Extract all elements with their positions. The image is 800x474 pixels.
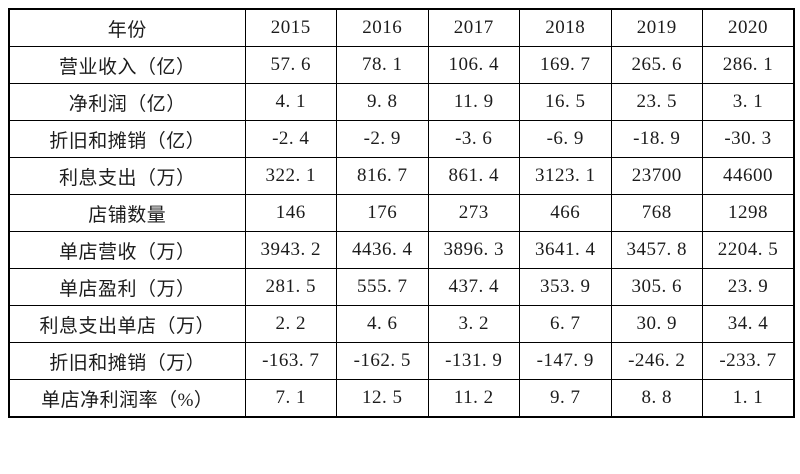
- value-cell: 3943. 2: [244, 231, 337, 269]
- value-cell: 176: [336, 194, 429, 232]
- value-cell: 34. 4: [702, 305, 795, 343]
- header-year-cell: 2016: [336, 8, 429, 47]
- table-row: 利息支出单店（万） 2. 2 4. 6 3. 2 6. 7 30. 9 34. 4: [8, 305, 795, 343]
- value-cell: 11. 2: [427, 379, 520, 418]
- value-cell: 8. 8: [610, 379, 703, 418]
- value-cell: 7. 1: [244, 379, 337, 418]
- value-cell: 281. 5: [244, 268, 337, 306]
- value-cell: -6. 9: [519, 120, 612, 158]
- value-cell: -163. 7: [244, 342, 337, 380]
- value-cell: 44600: [702, 157, 795, 195]
- value-cell: 30. 9: [610, 305, 703, 343]
- value-cell: 16. 5: [519, 83, 612, 121]
- value-cell: 169. 7: [519, 46, 612, 84]
- value-cell: -3. 6: [427, 120, 520, 158]
- value-cell: 3457. 8: [610, 231, 703, 269]
- value-cell: 768: [610, 194, 703, 232]
- value-cell: 4436. 4: [336, 231, 429, 269]
- row-label: 店铺数量: [8, 194, 246, 232]
- row-label: 营业收入（亿）: [8, 46, 246, 84]
- row-label: 单店营收（万）: [8, 231, 246, 269]
- value-cell: 9. 7: [519, 379, 612, 418]
- header-year-cell: 2020: [702, 8, 795, 47]
- table-row: 店铺数量 146 176 273 466 768 1298: [8, 194, 795, 232]
- value-cell: 437. 4: [427, 268, 520, 306]
- value-cell: 9. 8: [336, 83, 429, 121]
- value-cell: -162. 5: [336, 342, 429, 380]
- value-cell: -30. 3: [702, 120, 795, 158]
- header-year-cell: 2015: [244, 8, 337, 47]
- value-cell: -18. 9: [610, 120, 703, 158]
- table-row: 单店盈利（万） 281. 5 555. 7 437. 4 353. 9 305. 6 23.…: [8, 268, 795, 306]
- table-row: 单店净利润率（%） 7. 1 12. 5 11. 2 9. 7 8. 8 1. 1: [8, 379, 795, 418]
- row-label: 单店盈利（万）: [8, 268, 246, 306]
- header-year-cell: 2017: [427, 8, 520, 47]
- value-cell: 78. 1: [336, 46, 429, 84]
- table-row: 营业收入（亿） 57. 6 78. 1 106. 4 169. 7 265. 6 286. …: [8, 46, 795, 84]
- value-cell: 23. 5: [610, 83, 703, 121]
- value-cell: 322. 1: [244, 157, 337, 195]
- value-cell: 23. 9: [702, 268, 795, 306]
- value-cell: 265. 6: [610, 46, 703, 84]
- value-cell: 273: [427, 194, 520, 232]
- value-cell: 6. 7: [519, 305, 612, 343]
- value-cell: -2. 9: [336, 120, 429, 158]
- row-label: 利息支出（万）: [8, 157, 246, 195]
- value-cell: 555. 7: [336, 268, 429, 306]
- value-cell: 466: [519, 194, 612, 232]
- row-label: 折旧和摊销（万）: [8, 342, 246, 380]
- table-row: 利息支出（万） 322. 1 816. 7 861. 4 3123. 1 23700 446…: [8, 157, 795, 195]
- value-cell: 11. 9: [427, 83, 520, 121]
- financial-table: 年份 2015 2016 2017 2018 2019 2020 营业收入（亿） 57. 6…: [8, 8, 795, 418]
- value-cell: 4. 1: [244, 83, 337, 121]
- value-cell: -233. 7: [702, 342, 795, 380]
- value-cell: 353. 9: [519, 268, 612, 306]
- value-cell: -2. 4: [244, 120, 337, 158]
- row-label: 折旧和摊销（亿）: [8, 120, 246, 158]
- value-cell: 1. 1: [702, 379, 795, 418]
- value-cell: 2204. 5: [702, 231, 795, 269]
- table-row: 折旧和摊销（亿） -2. 4 -2. 9 -3. 6 -6. 9 -18. 9 -30. 3: [8, 120, 795, 158]
- value-cell: 106. 4: [427, 46, 520, 84]
- header-year-cell: 2018: [519, 8, 612, 47]
- value-cell: 3123. 1: [519, 157, 612, 195]
- value-cell: -147. 9: [519, 342, 612, 380]
- value-cell: 305. 6: [610, 268, 703, 306]
- value-cell: 4. 6: [336, 305, 429, 343]
- value-cell: 3641. 4: [519, 231, 612, 269]
- row-label: 单店净利润率（%）: [8, 379, 246, 418]
- table-row: 单店营收（万） 3943. 2 4436. 4 3896. 3 3641. 4 3457.…: [8, 231, 795, 269]
- header-year-label: 年份: [8, 8, 246, 47]
- value-cell: 2. 2: [244, 305, 337, 343]
- value-cell: -246. 2: [610, 342, 703, 380]
- row-label: 净利润（亿）: [8, 83, 246, 121]
- value-cell: 816. 7: [336, 157, 429, 195]
- value-cell: 23700: [610, 157, 703, 195]
- table-row: 折旧和摊销（万） -163. 7 -162. 5 -131. 9 -147. 9 -246…: [8, 342, 795, 380]
- header-year-cell: 2019: [610, 8, 703, 47]
- value-cell: 286. 1: [702, 46, 795, 84]
- value-cell: 1298: [702, 194, 795, 232]
- value-cell: 3896. 3: [427, 231, 520, 269]
- value-cell: 3. 2: [427, 305, 520, 343]
- table-header-row: 年份 2015 2016 2017 2018 2019 2020: [8, 8, 795, 47]
- value-cell: 3. 1: [702, 83, 795, 121]
- value-cell: 146: [244, 194, 337, 232]
- table-body: 营业收入（亿） 57. 6 78. 1 106. 4 169. 7 265. 6 286. …: [8, 46, 795, 418]
- row-label: 利息支出单店（万）: [8, 305, 246, 343]
- value-cell: -131. 9: [427, 342, 520, 380]
- table-row: 净利润（亿） 4. 1 9. 8 11. 9 16. 5 23. 5 3. 1: [8, 83, 795, 121]
- value-cell: 12. 5: [336, 379, 429, 418]
- value-cell: 861. 4: [427, 157, 520, 195]
- value-cell: 57. 6: [244, 46, 337, 84]
